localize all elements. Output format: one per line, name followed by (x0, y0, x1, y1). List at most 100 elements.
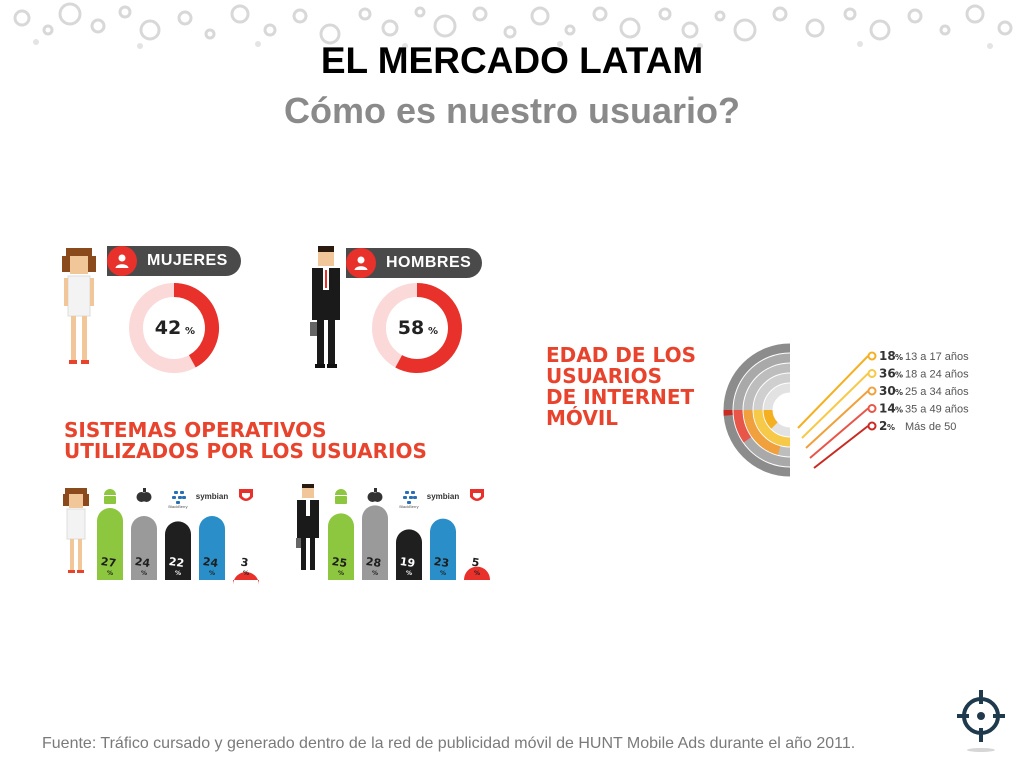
slide-subtitle: Cómo es nuestro usuario? (283, 90, 741, 131)
os-bar-unit-label: % (209, 570, 215, 577)
age-unit-label: % (895, 388, 903, 397)
age-unit-label: % (887, 423, 895, 432)
os-bar (233, 572, 259, 585)
age-category-label: 35 a 49 años (905, 404, 969, 416)
os-bar (199, 516, 225, 580)
age-heading-line: MÓVIL (546, 406, 619, 430)
age-ring-arc (753, 409, 791, 447)
user-icon (346, 248, 376, 278)
women-label: MUJERES (147, 252, 228, 269)
age-category-label: 18 a 24 años (905, 369, 969, 381)
age-heading-line: USUARIOS (546, 364, 662, 388)
men-donut-chart: 58 % (372, 283, 462, 373)
age-leader-line (797, 355, 869, 429)
age-value-label: 36 (879, 367, 896, 381)
os-bar-value-label: 27 (100, 555, 117, 570)
os-heading-line: UTILIZADOS POR LOS USUARIOS (64, 439, 427, 463)
os-bar-unit-label: % (440, 570, 446, 577)
os-section-heading: SISTEMAS OPERATIVOS UTILIZADOS POR LOS U… (64, 420, 427, 462)
age-category-label: Más de 50 (905, 421, 956, 433)
os-bar (328, 513, 354, 580)
other-icon (470, 489, 484, 501)
women-donut-chart: 42 % (129, 283, 219, 373)
age-value-label: 14 (879, 402, 896, 416)
age-leader-line (801, 372, 869, 439)
age-heading-line: DE INTERNET (546, 385, 695, 409)
os-bar-unit-label: % (338, 570, 344, 577)
symbian-icon: symbian (196, 492, 229, 501)
symbian-icon-text: symbian (427, 492, 460, 501)
os-bar-unit-label: % (175, 570, 181, 577)
os-bar (464, 566, 490, 580)
women-value: 42 (155, 317, 181, 339)
blackberry-icon: BlackBerry (168, 491, 188, 509)
os-bar (362, 505, 388, 580)
os-bar-value-label: 25 (331, 555, 348, 570)
os-bar-value-label: 5 (471, 556, 480, 570)
os-bar (131, 516, 157, 580)
age-legend-marker (867, 421, 877, 431)
age-unit-label: % (895, 353, 903, 362)
blackberry-icon-text: BlackBerry (399, 504, 418, 509)
men-label-pill: HOMBRES (346, 248, 482, 278)
age-category-label: 25 a 34 años (905, 386, 969, 398)
age-leader-line (813, 425, 869, 469)
age-legend-marker (867, 351, 877, 361)
user-icon (107, 246, 137, 276)
age-leader-line (809, 407, 869, 459)
other-icon (239, 489, 253, 501)
bubble-pattern-decoration (13, 2, 1013, 49)
age-ring-arc (763, 409, 778, 429)
age-legend-marker (867, 369, 877, 378)
blackberry-icon-text: BlackBerry (168, 504, 187, 509)
women-donut-arc (173, 283, 219, 368)
age-unit-label: % (895, 371, 903, 380)
os-bar-unit-label: % (107, 570, 113, 577)
os-bar-unit-label: % (141, 570, 147, 577)
slide-title: EL MERCADO LATAM (320, 40, 704, 81)
women-label-pill: MUJERES (107, 246, 241, 276)
age-legend-marker (867, 386, 877, 396)
os-bar-unit-label: % (406, 570, 412, 577)
android-icon (335, 489, 347, 504)
age-value-label: 18 (879, 349, 896, 363)
men-donut-arc (395, 283, 462, 373)
os-bar (396, 529, 422, 580)
apple-icon (367, 488, 383, 502)
crosshair-logo-icon (957, 690, 1005, 752)
age-legend-marker (867, 404, 877, 413)
men-unit: % (428, 326, 438, 337)
man-pixel-figure (310, 246, 340, 368)
os-bar-value-label: 22 (168, 555, 185, 570)
men-value: 58 (398, 317, 424, 339)
android-icon (104, 489, 116, 504)
os-bar (97, 508, 123, 580)
man-small-figure (296, 484, 319, 570)
os-bar-value-label: 23 (433, 555, 450, 570)
os-bar (430, 518, 456, 580)
os-bar-unit-label: % (474, 570, 480, 577)
symbian-icon-text: symbian (196, 492, 229, 501)
age-leader-line (805, 390, 869, 449)
os-bar-value-label: 19 (399, 555, 416, 570)
os-bar-unit-label: % (372, 570, 378, 577)
os-bar-value-label: 24 (134, 555, 151, 570)
apple-icon (136, 488, 152, 502)
age-section-heading: EDAD DE LOS USUARIOS DE INTERNET MÓVIL (546, 345, 696, 429)
age-category-label: 13 a 17 años (905, 351, 969, 363)
age-value-label: 30 (879, 384, 896, 398)
source-footnote: Fuente: Tráfico cursado y generado dentr… (42, 735, 856, 752)
os-bar-unit-label: % (243, 570, 249, 577)
os-bar-value-label: 24 (202, 555, 219, 570)
woman-small-figure (63, 488, 89, 573)
symbian-icon: symbian (427, 492, 460, 501)
women-unit: % (185, 326, 195, 337)
os-bar (165, 521, 191, 580)
men-label: HOMBRES (386, 254, 472, 271)
age-ring-arc (743, 409, 781, 455)
os-bar-value-label: 28 (365, 555, 382, 570)
age-ring-arc (733, 409, 752, 443)
os-bar-value-label: 3 (240, 556, 249, 570)
